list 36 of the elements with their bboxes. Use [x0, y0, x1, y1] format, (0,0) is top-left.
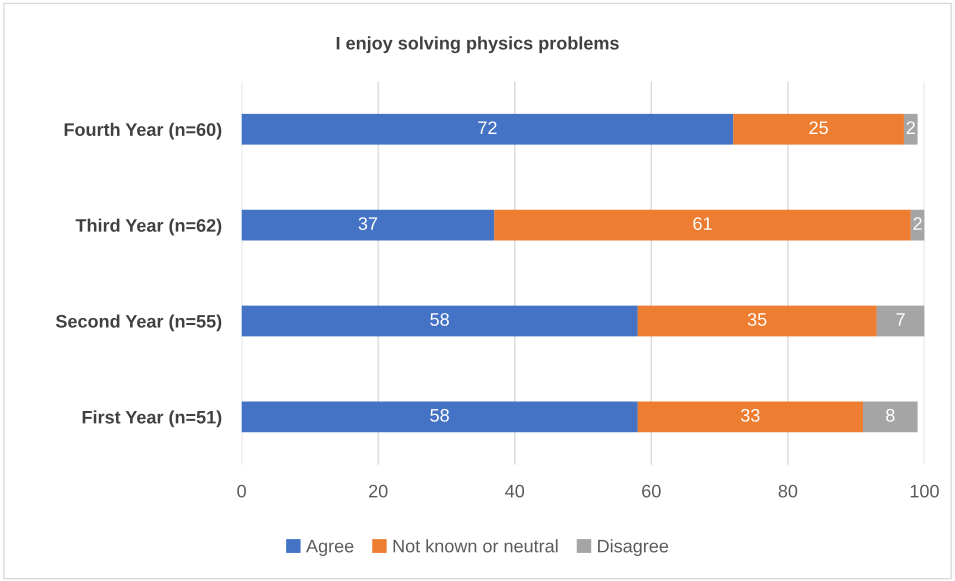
bar — [494, 210, 911, 240]
bar — [733, 114, 904, 145]
data-label: 2 — [914, 217, 922, 230]
x-tick-label: 0 — [237, 484, 246, 498]
x-tick-label: 60 — [642, 484, 661, 498]
bar — [638, 402, 863, 432]
data-label: 72 — [478, 121, 497, 134]
legend-label: Disagree — [598, 539, 668, 556]
bar — [242, 114, 734, 145]
x-tick-label: 100 — [910, 484, 939, 498]
data-label: 2 — [906, 121, 915, 134]
legend-label: Not known or neutral — [394, 539, 558, 552]
x-tick-label: 20 — [369, 484, 388, 498]
data-label: 8 — [886, 408, 895, 422]
bar — [862, 402, 918, 432]
data-label: 58 — [430, 408, 449, 422]
data-label: 7 — [896, 313, 905, 326]
x-tick-label: 80 — [778, 484, 798, 498]
data-label: 35 — [748, 313, 766, 326]
bar — [242, 210, 494, 240]
bar — [638, 306, 877, 336]
x-tick-label: 40 — [505, 484, 524, 498]
data-label: 33 — [740, 408, 760, 422]
legend-label: Agree — [306, 540, 354, 556]
chart-title: I enjoy solving physics problems — [336, 36, 619, 54]
y-tick-label: Second Year (n=55) — [56, 314, 222, 332]
data-label: 61 — [693, 217, 712, 230]
y-tick-label: First Year (n=51) — [82, 410, 222, 428]
y-tick-label: Third Year (n=62) — [76, 218, 222, 236]
bar — [242, 402, 638, 432]
data-label: 58 — [430, 313, 449, 326]
data-label: 37 — [358, 217, 378, 230]
bar — [876, 306, 924, 336]
bar — [242, 306, 638, 336]
y-tick-label: Fourth Year (n=60) — [64, 122, 222, 140]
data-label: 25 — [809, 121, 828, 134]
